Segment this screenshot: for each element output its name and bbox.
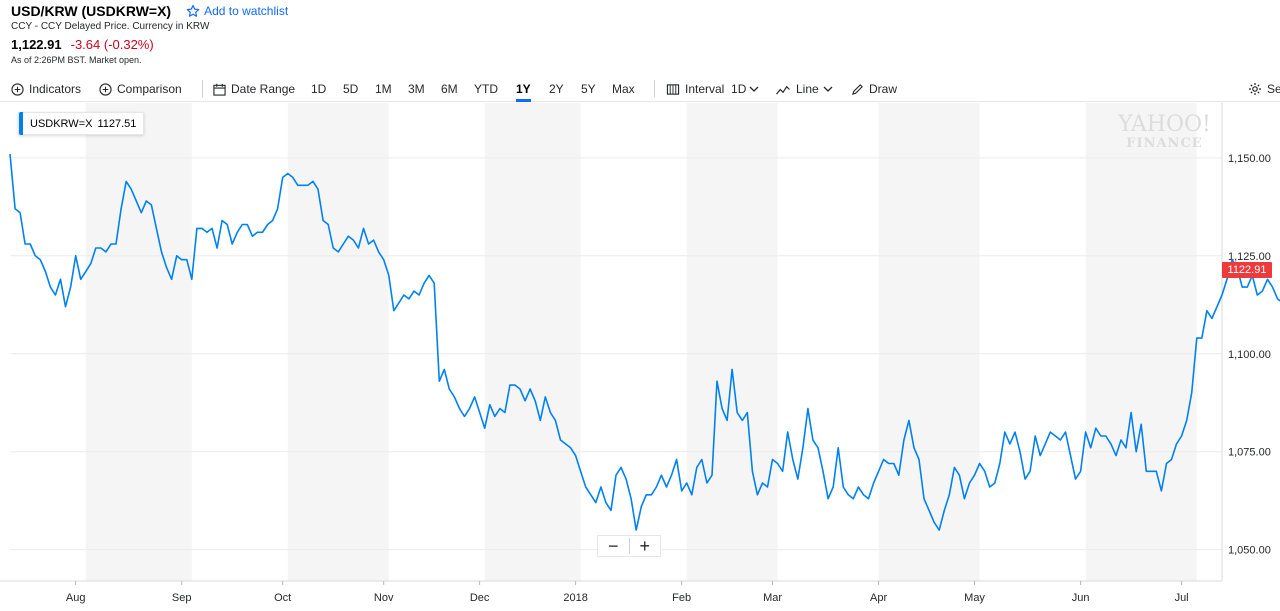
x-tick-label: Aug — [66, 592, 86, 604]
series-legend[interactable]: USDKRW=X 1127.51 — [18, 112, 145, 135]
add-to-watchlist-label: Add to watchlist — [204, 4, 289, 18]
zoom-divider — [628, 538, 630, 554]
month-band — [1085, 103, 1197, 581]
plus-circle-icon — [11, 82, 24, 96]
chart-toolbar: Indicators Comparison Date Range 1D 5D 1… — [0, 76, 1280, 102]
x-tick-label: Dec — [470, 592, 490, 604]
line-chart-icon — [776, 85, 790, 95]
star-icon — [186, 4, 200, 17]
interval-icon — [666, 83, 680, 95]
x-tick-label: 2018 — [563, 592, 587, 604]
x-tick-label: Oct — [274, 592, 291, 604]
y-tick-label: 1,075.00 — [1228, 447, 1271, 459]
x-tick-label: Mar — [763, 592, 782, 604]
x-tick-label: Feb — [672, 592, 691, 604]
y-tick-label: 1,150.00 — [1228, 153, 1271, 165]
plus-circle-icon — [99, 82, 112, 96]
watermark-line1: YAHOO! — [1118, 112, 1211, 137]
zoom-in-button[interactable]: + — [639, 536, 650, 556]
draw-label: Draw — [869, 82, 898, 96]
chart-type-label: Line — [796, 82, 819, 96]
range-5y[interactable]: 5Y — [581, 82, 596, 96]
quote-header: USD/KRW (USDKRW=X) Add to watchlist CCY … — [11, 2, 911, 65]
comparison-label: Comparison — [117, 82, 182, 96]
yahoo-finance-watermark: YAHOO! FINANCE — [1117, 113, 1212, 151]
range-ytd[interactable]: YTD — [474, 82, 498, 96]
chevron-down-icon — [823, 86, 833, 92]
range-1m[interactable]: 1M — [375, 82, 392, 96]
y-tick-label: 1,050.00 — [1228, 545, 1271, 557]
x-tick-label: Apr — [870, 592, 887, 604]
settings-label: Se — [1267, 82, 1280, 96]
gear-icon — [1249, 83, 1261, 95]
settings-button[interactable]: Se — [1248, 82, 1280, 96]
legend-symbol: USDKRW=X — [30, 117, 93, 130]
comparison-button[interactable]: Comparison — [99, 80, 182, 98]
quote-title: USD/KRW (USDKRW=X) — [11, 3, 172, 19]
month-band — [878, 103, 980, 581]
x-tick-label: Sep — [172, 592, 192, 604]
interval-value: 1D — [731, 82, 747, 96]
calendar-icon — [213, 83, 226, 96]
toolbar-divider — [654, 80, 655, 97]
series-line — [9, 153, 1280, 531]
date-range-label: Date Range — [231, 82, 296, 96]
indicators-button[interactable]: Indicators — [11, 80, 81, 98]
range-2y[interactable]: 2Y — [549, 82, 564, 96]
range-max[interactable]: Max — [612, 82, 635, 96]
month-band — [686, 103, 778, 581]
x-tick-label: Nov — [374, 592, 394, 604]
interval-label: Interval — [685, 82, 725, 96]
chevron-down-icon — [749, 86, 759, 92]
x-tick-label: Jun — [1072, 592, 1090, 604]
interval-dropdown[interactable]: Interval 1D — [666, 80, 764, 98]
quote-subtitle: CCY - CCY Delayed Price. Currency in KRW — [11, 21, 210, 32]
range-1d[interactable]: 1D — [311, 82, 327, 96]
legend-value: 1127.51 — [97, 117, 137, 130]
chart-type-dropdown[interactable]: Line — [775, 80, 838, 98]
x-tick-label: May — [964, 592, 985, 604]
indicators-label: Indicators — [29, 82, 82, 96]
zoom-control: − + — [597, 535, 661, 557]
watermark-line2: FINANCE — [1126, 136, 1203, 151]
series-color-swatch — [19, 112, 23, 135]
last-price-tag: 1122.91 — [1222, 262, 1272, 278]
current-price: 1,122.91 — [11, 37, 62, 52]
range-6m[interactable]: 6M — [441, 82, 458, 96]
toolbar-divider — [202, 80, 203, 97]
y-tick-label: 1,100.00 — [1228, 349, 1271, 361]
range-1y[interactable]: 1Y — [516, 82, 531, 102]
range-3m[interactable]: 3M — [408, 82, 425, 96]
month-band — [85, 103, 192, 581]
draw-button[interactable]: Draw — [851, 80, 897, 98]
price-chart[interactable]: 1,150.00 1,125.00 1,100.00 1,075.00 1,050.00… — [0, 103, 1280, 611]
range-5d[interactable]: 5D — [343, 82, 359, 96]
market-status: As of 2:26PM BST. Market open. — [11, 55, 142, 65]
zoom-out-button[interactable]: − — [607, 536, 619, 556]
add-to-watchlist-button[interactable]: Add to watchlist — [186, 4, 288, 18]
x-tick-label: Jul — [1175, 592, 1189, 604]
price-change: -3.64 (-0.32%) — [70, 37, 154, 52]
month-band — [484, 103, 581, 581]
y-tick-label: 1,125.00 — [1228, 251, 1271, 263]
pencil-icon — [851, 83, 863, 95]
month-band — [287, 103, 389, 581]
date-range-button[interactable]: Date Range — [213, 80, 295, 98]
